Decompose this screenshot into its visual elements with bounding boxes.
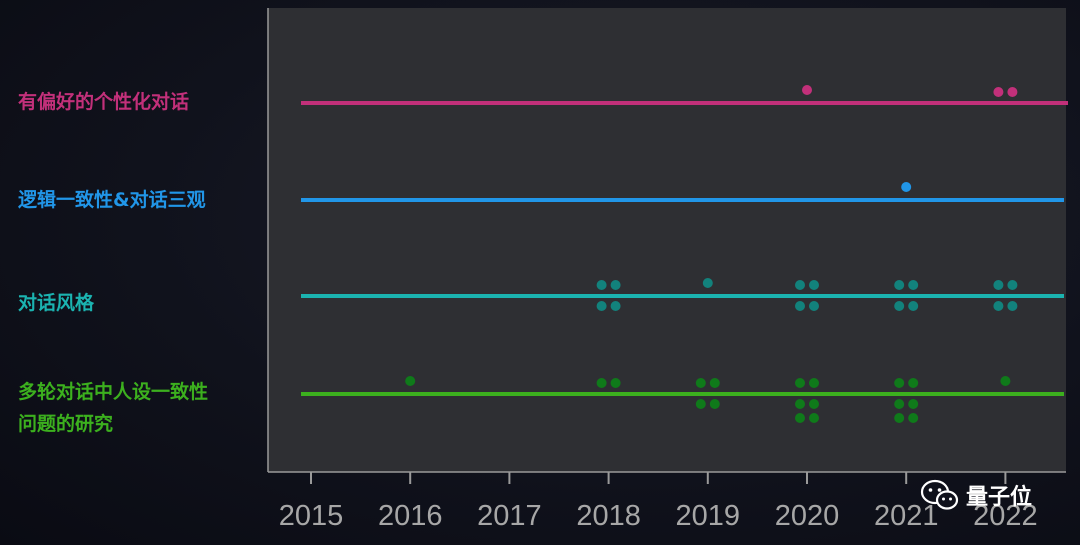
- point-3-2021-4: [894, 413, 905, 423]
- series-label-3: 多轮对话中人设一致性 问题的研究: [18, 376, 208, 440]
- series-label-line-3-0: 多轮对话中人设一致性: [18, 381, 209, 403]
- point-3-2020-0: [795, 378, 805, 388]
- point-1-2021-0: [901, 182, 912, 192]
- point-3-2020-2: [795, 399, 805, 409]
- point-3-2018-1: [610, 378, 621, 388]
- series-label-1: 逻辑一致性&对话三观: [18, 184, 206, 216]
- point-0-2022-0: [993, 87, 1004, 97]
- point-0-2022-1: [1007, 87, 1018, 97]
- point-3-2019-2: [695, 399, 706, 409]
- point-2-2022-2: [993, 301, 1004, 311]
- point-3-2019-3: [709, 399, 720, 409]
- point-3-2021-3: [908, 399, 919, 409]
- series-label-line-3-1: 问题的研究: [18, 413, 114, 435]
- point-2-2022-0: [993, 280, 1004, 290]
- x-tick-label-2016: 2016: [378, 500, 443, 532]
- point-3-2020-4: [795, 413, 805, 423]
- point-2-2021-0: [894, 280, 905, 290]
- series-label-line-1-0: 逻辑一致性&对话三观: [18, 189, 206, 211]
- point-2-2020-0: [795, 280, 805, 290]
- series-label-line-2-0: 对话风格: [18, 292, 95, 314]
- x-tick-label-2020: 2020: [775, 500, 840, 532]
- point-2-2020-2: [795, 301, 805, 311]
- series-label-0: 有偏好的个性化对话: [18, 86, 189, 118]
- series-label-2: 对话风格: [18, 287, 94, 319]
- point-2-2018-3: [610, 301, 621, 311]
- x-tick-label-2017: 2017: [477, 500, 542, 532]
- point-3-2021-2: [894, 399, 905, 409]
- point-2-2020-1: [809, 280, 819, 290]
- point-3-2016-0: [405, 376, 416, 386]
- x-tick-label-2015: 2015: [279, 500, 344, 532]
- wechat-icon: [920, 479, 959, 510]
- point-2-2022-1: [1007, 280, 1018, 290]
- point-3-2019-1: [709, 378, 720, 388]
- point-2-2018-1: [610, 280, 621, 290]
- x-tick-label-2021: 2021: [874, 500, 939, 532]
- point-3-2021-1: [908, 378, 919, 388]
- point-2-2022-3: [1007, 301, 1018, 311]
- point-2-2021-1: [908, 280, 919, 290]
- point-2-2021-2: [894, 301, 905, 311]
- x-tick-label-2019: 2019: [676, 500, 741, 532]
- point-3-2022-0: [1000, 376, 1011, 386]
- watermark: 量子位: [920, 478, 1032, 512]
- point-3-2020-3: [809, 399, 819, 409]
- point-3-2021-0: [894, 378, 905, 388]
- point-3-2019-0: [695, 378, 706, 388]
- point-0-2020-0: [802, 85, 812, 95]
- point-3-2018-0: [596, 378, 607, 388]
- point-2-2021-3: [908, 301, 919, 311]
- point-2-2018-2: [596, 301, 607, 311]
- point-2-2019-0: [702, 278, 713, 288]
- series-label-line-0-0: 有偏好的个性化对话: [18, 91, 190, 113]
- point-2-2020-3: [809, 301, 819, 311]
- point-2-2018-0: [596, 280, 607, 290]
- x-tick-label-2022: 2022: [973, 500, 1038, 532]
- point-3-2020-1: [809, 378, 819, 388]
- point-3-2021-5: [908, 413, 919, 423]
- watermark-text: 量子位: [966, 485, 1033, 510]
- point-3-2020-5: [809, 413, 819, 423]
- x-tick-label-2018: 2018: [576, 500, 641, 532]
- plot-panel: [268, 8, 1066, 472]
